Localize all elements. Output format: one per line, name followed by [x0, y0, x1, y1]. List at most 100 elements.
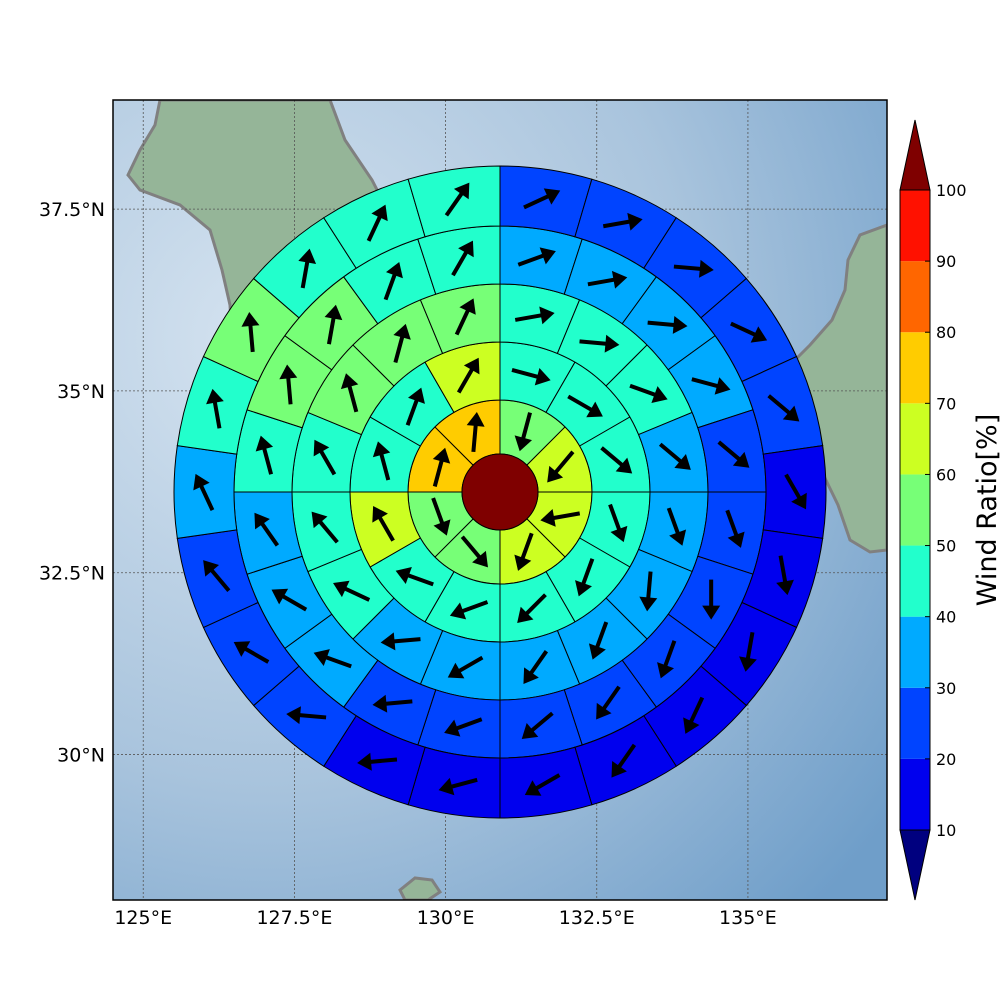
colorbar-tick-label: 90	[936, 252, 956, 271]
y-tick-label: 32.5°N	[39, 563, 105, 585]
wind-arrow-r3-s2	[647, 315, 688, 334]
wind-arrow-r1-s3	[608, 503, 628, 543]
colorbar-bin-0	[900, 758, 930, 830]
colorbar-bin-4	[900, 474, 930, 546]
wind-arrow-r4-s10	[524, 773, 561, 796]
wind-arrow-r1-s6	[449, 600, 489, 620]
map-panel	[113, 100, 887, 900]
wind-arrow-r2-s5	[639, 571, 658, 612]
colorbar-frame	[899, 189, 931, 831]
colorbar-over-extend	[899, 119, 931, 191]
wind-arrow-r2-s15	[454, 298, 476, 336]
colorbar-tick-label: 50	[936, 537, 956, 556]
x-tick-label: 132.5°E	[559, 907, 635, 929]
wind-arrow-r4-s21	[444, 182, 470, 217]
wind-arrow-r3-s18	[383, 262, 403, 301]
wind-arrow-r2-s0	[514, 306, 555, 325]
wind-arrow-r4-s6	[776, 555, 794, 596]
wind-arrow-r2-s6	[588, 621, 609, 660]
y-tick-label: 30°N	[57, 745, 105, 767]
wind-arrow-r0-s4	[460, 535, 488, 568]
map-frame	[112, 99, 888, 901]
colorbar-tick-label: 20	[936, 750, 956, 769]
wind-arrow-r3-s3	[691, 377, 731, 395]
wind-arrow-r1-s1	[567, 394, 603, 418]
colorbar-tick-label: 40	[936, 608, 956, 627]
wind-arrow-r4-s16	[193, 473, 215, 511]
wind-arrow-r3-s5	[725, 509, 745, 548]
wind-arrow-r3-s13	[271, 588, 308, 612]
wind-arrow-r4-s17	[206, 388, 224, 429]
wind-arrow-r2-s1	[579, 334, 620, 353]
wind-arrow-r2-s12	[313, 439, 337, 476]
wind-arrow-r4-s9	[611, 743, 637, 778]
wind-arrow-r4-s3	[730, 321, 768, 343]
wind-arrow-r2-s10	[333, 580, 371, 602]
wind-arrow-r0-s3	[514, 532, 534, 571]
wind-arrow-r1-s11	[456, 357, 480, 394]
wind-arrow-r1-s4	[575, 558, 595, 597]
wind-arrow-r4-s5	[784, 473, 807, 510]
y-axis-ticks: 37.5°N 35°N 32.5°N 30°N	[39, 199, 105, 766]
center-disk	[461, 453, 539, 531]
wind-arrow-r0-s7	[466, 412, 485, 453]
colorbar-bin-1	[900, 687, 930, 759]
wind-arrow-r3-s8	[596, 685, 621, 720]
wind-arrow-r1-s8	[372, 505, 395, 542]
wind-arrow-r3-s17	[324, 304, 343, 345]
wind-arrow-r4-s1	[602, 212, 643, 231]
colorbar-tick-label: 70	[936, 394, 956, 413]
wind-arrow-r2-s14	[393, 323, 411, 364]
wind-arrow-r3-s0	[517, 247, 556, 267]
colorbar-bin-6	[900, 332, 930, 404]
wind-arrow-r3-s9	[521, 711, 554, 739]
wind-ratio-sectors	[173, 165, 827, 819]
wind-arrow-r3-s19	[451, 240, 474, 277]
wind-arrow-r0-s0	[514, 412, 533, 452]
wind-arrow-r2-s11	[311, 511, 339, 544]
colorbar-bin-7	[900, 261, 930, 333]
wind-arrow-r4-s2	[673, 259, 714, 278]
wind-arrow-r4-s14	[233, 641, 270, 664]
wind-arrow-r3-s10	[444, 717, 483, 737]
wind-arrow-r4-s7	[739, 631, 757, 672]
land-island-south	[398, 876, 443, 900]
wind-arrow-r3-s14	[254, 512, 280, 547]
wind-arrow-r0-s1	[547, 450, 575, 483]
wind-arrow-r4-s0	[523, 188, 561, 210]
wind-arrow-r3-s7	[657, 640, 677, 679]
wind-arrow-r3-s11	[372, 694, 413, 713]
wind-direction-arrows	[193, 182, 807, 796]
colorbar-tick-label: 80	[936, 323, 956, 342]
y-tick-label: 35°N	[57, 381, 105, 403]
colorbar-tick-label: 60	[936, 465, 956, 484]
wind-arrow-r3-s4	[717, 440, 750, 468]
colorbar-bin-3	[900, 545, 930, 617]
wind-arrow-r1-s10	[405, 387, 425, 426]
wind-arrow-r4-s4	[767, 394, 800, 422]
wind-arrow-r3-s15	[255, 435, 274, 475]
wind-arrow-r0-s2	[540, 509, 581, 527]
wind-arrow-r2-s2	[629, 383, 668, 404]
wind-arrow-r0-s6	[432, 447, 451, 487]
wind-arrow-r4-s19	[298, 248, 317, 289]
wind-arrow-r1-s9	[372, 441, 391, 481]
wind-arrow-r4-s15	[203, 560, 231, 592]
colorbar-bin-8	[900, 190, 930, 262]
wind-arrow-r3-s16	[279, 364, 298, 405]
wind-arrow-r2-s13	[340, 373, 359, 413]
x-tick-label: 130°E	[417, 907, 475, 929]
colorbar-under-extend	[899, 829, 931, 901]
wind-arrow-r2-s7	[523, 650, 549, 684]
wind-arrow-r1-s5	[517, 593, 547, 624]
x-tick-label: 135°E	[719, 907, 777, 929]
x-axis-ticks: 125°E 127.5°E 130°E 132.5°E 135°E	[114, 907, 776, 929]
colorbar: 10 20 30 40 50 60 70 80 90 100	[899, 119, 967, 901]
wind-arrow-r3-s6	[702, 579, 721, 620]
wind-arrow-r4-s12	[357, 752, 398, 771]
colorbar-bin-2	[900, 616, 930, 688]
x-tick-label: 127.5°E	[256, 907, 332, 929]
wind-arrow-r3-s12	[313, 649, 352, 669]
wind-arrow-r4-s20	[366, 204, 388, 242]
